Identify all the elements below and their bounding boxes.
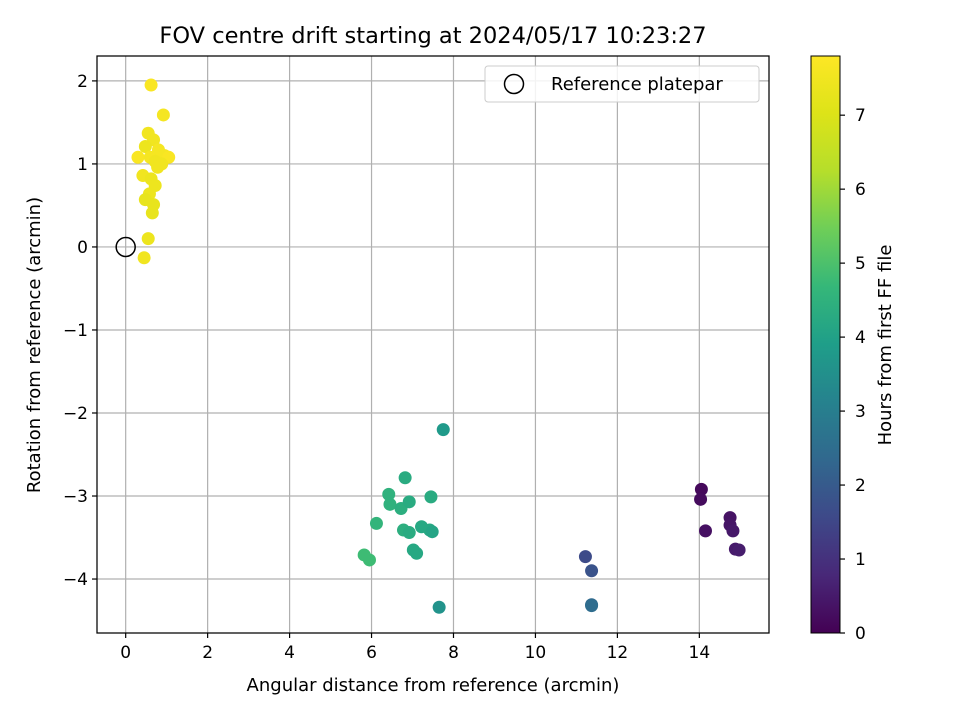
colorbar-ticks: 0 1 2 3 4 5 6 7 bbox=[840, 106, 866, 644]
x-tick-label: 14 bbox=[689, 643, 711, 663]
data-point bbox=[432, 600, 446, 614]
data-point bbox=[131, 150, 145, 164]
legend-box bbox=[484, 65, 760, 103]
y-tick-label: 2 bbox=[77, 72, 88, 92]
data-point bbox=[410, 546, 424, 560]
colorbar-tick-label: 3 bbox=[855, 402, 866, 422]
data-point bbox=[726, 524, 740, 538]
data-point bbox=[585, 564, 599, 578]
legend-label-reference: Reference platepar bbox=[551, 74, 723, 95]
data-point bbox=[151, 160, 165, 174]
y-axis-ticks: −4 −3 −2 −1 0 1 2 bbox=[63, 72, 97, 590]
x-tick-label: 6 bbox=[366, 643, 377, 663]
y-tick-label: −1 bbox=[63, 321, 88, 341]
data-point bbox=[698, 524, 712, 538]
data-point bbox=[425, 525, 439, 539]
data-point bbox=[383, 497, 397, 511]
x-tick-label: 4 bbox=[284, 643, 295, 663]
x-tick-label: 12 bbox=[607, 643, 629, 663]
data-point bbox=[144, 78, 158, 92]
chart-title: FOV centre drift starting at 2024/05/17 … bbox=[159, 23, 706, 49]
y-tick-label: 0 bbox=[77, 238, 88, 258]
data-point bbox=[424, 490, 438, 504]
data-point bbox=[398, 471, 412, 485]
y-axis-label: Rotation from reference (arcmin) bbox=[24, 197, 45, 493]
x-tick-label: 10 bbox=[525, 643, 547, 663]
colorbar-tick-label: 0 bbox=[855, 624, 866, 644]
x-tick-label: 2 bbox=[202, 643, 213, 663]
x-tick-label: 0 bbox=[120, 643, 131, 663]
reference-platepar-marker bbox=[115, 236, 136, 258]
legend: Reference platepar bbox=[484, 65, 760, 103]
data-point bbox=[369, 516, 383, 530]
colorbar-tick-label: 6 bbox=[855, 180, 866, 200]
y-tick-label: −4 bbox=[63, 570, 88, 590]
data-point bbox=[137, 251, 151, 265]
data-point bbox=[436, 423, 450, 437]
data-point bbox=[402, 526, 416, 540]
data-point bbox=[382, 487, 396, 501]
colorbar-tick-label: 7 bbox=[855, 106, 866, 126]
y-tick-label: −2 bbox=[63, 404, 88, 424]
colorbar-tick-label: 5 bbox=[855, 254, 866, 274]
colorbar-label: Hours from first FF file bbox=[875, 245, 896, 446]
data-point bbox=[362, 553, 376, 567]
data-point bbox=[402, 495, 416, 509]
data-point bbox=[156, 108, 170, 122]
data-point bbox=[694, 492, 708, 506]
data-point bbox=[141, 232, 155, 246]
colorbar-tick-label: 1 bbox=[855, 550, 866, 570]
data-point bbox=[578, 550, 592, 564]
x-tick-label: 8 bbox=[448, 643, 459, 663]
x-axis-ticks: 0 2 4 6 8 10 12 14 bbox=[120, 633, 710, 663]
data-point bbox=[732, 543, 746, 557]
legend-marker-reference bbox=[503, 73, 525, 95]
y-tick-label: 1 bbox=[77, 155, 88, 175]
y-tick-label: −3 bbox=[63, 487, 88, 507]
colorbar-tick-label: 2 bbox=[855, 476, 866, 496]
x-axis-label: Angular distance from reference (arcmin) bbox=[247, 675, 620, 696]
colorbar-tick-label: 4 bbox=[855, 328, 866, 348]
plot-frame bbox=[96, 55, 770, 634]
scatter-points bbox=[131, 78, 746, 614]
data-point bbox=[138, 139, 152, 153]
data-point bbox=[694, 482, 708, 496]
reference-marker-group bbox=[115, 236, 136, 258]
data-point bbox=[145, 206, 159, 220]
data-point bbox=[585, 599, 599, 613]
colorbar bbox=[810, 55, 841, 634]
